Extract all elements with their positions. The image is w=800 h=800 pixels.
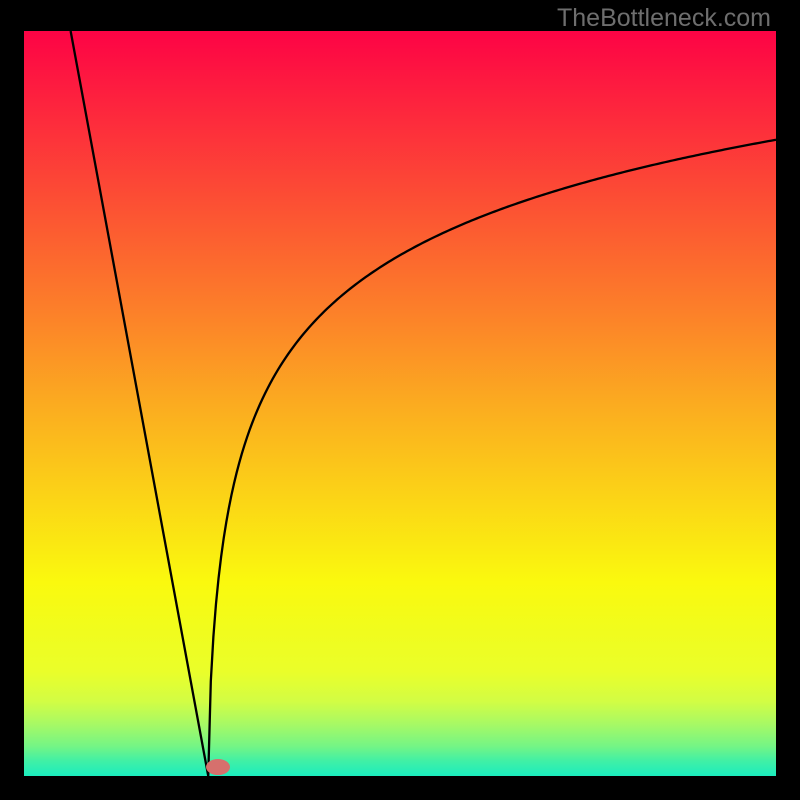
watermark-text: TheBottleneck.com: [557, 4, 771, 33]
optimal-point-marker: [206, 759, 230, 775]
bottleneck-chart: [0, 0, 800, 800]
gradient-background: [24, 31, 776, 776]
